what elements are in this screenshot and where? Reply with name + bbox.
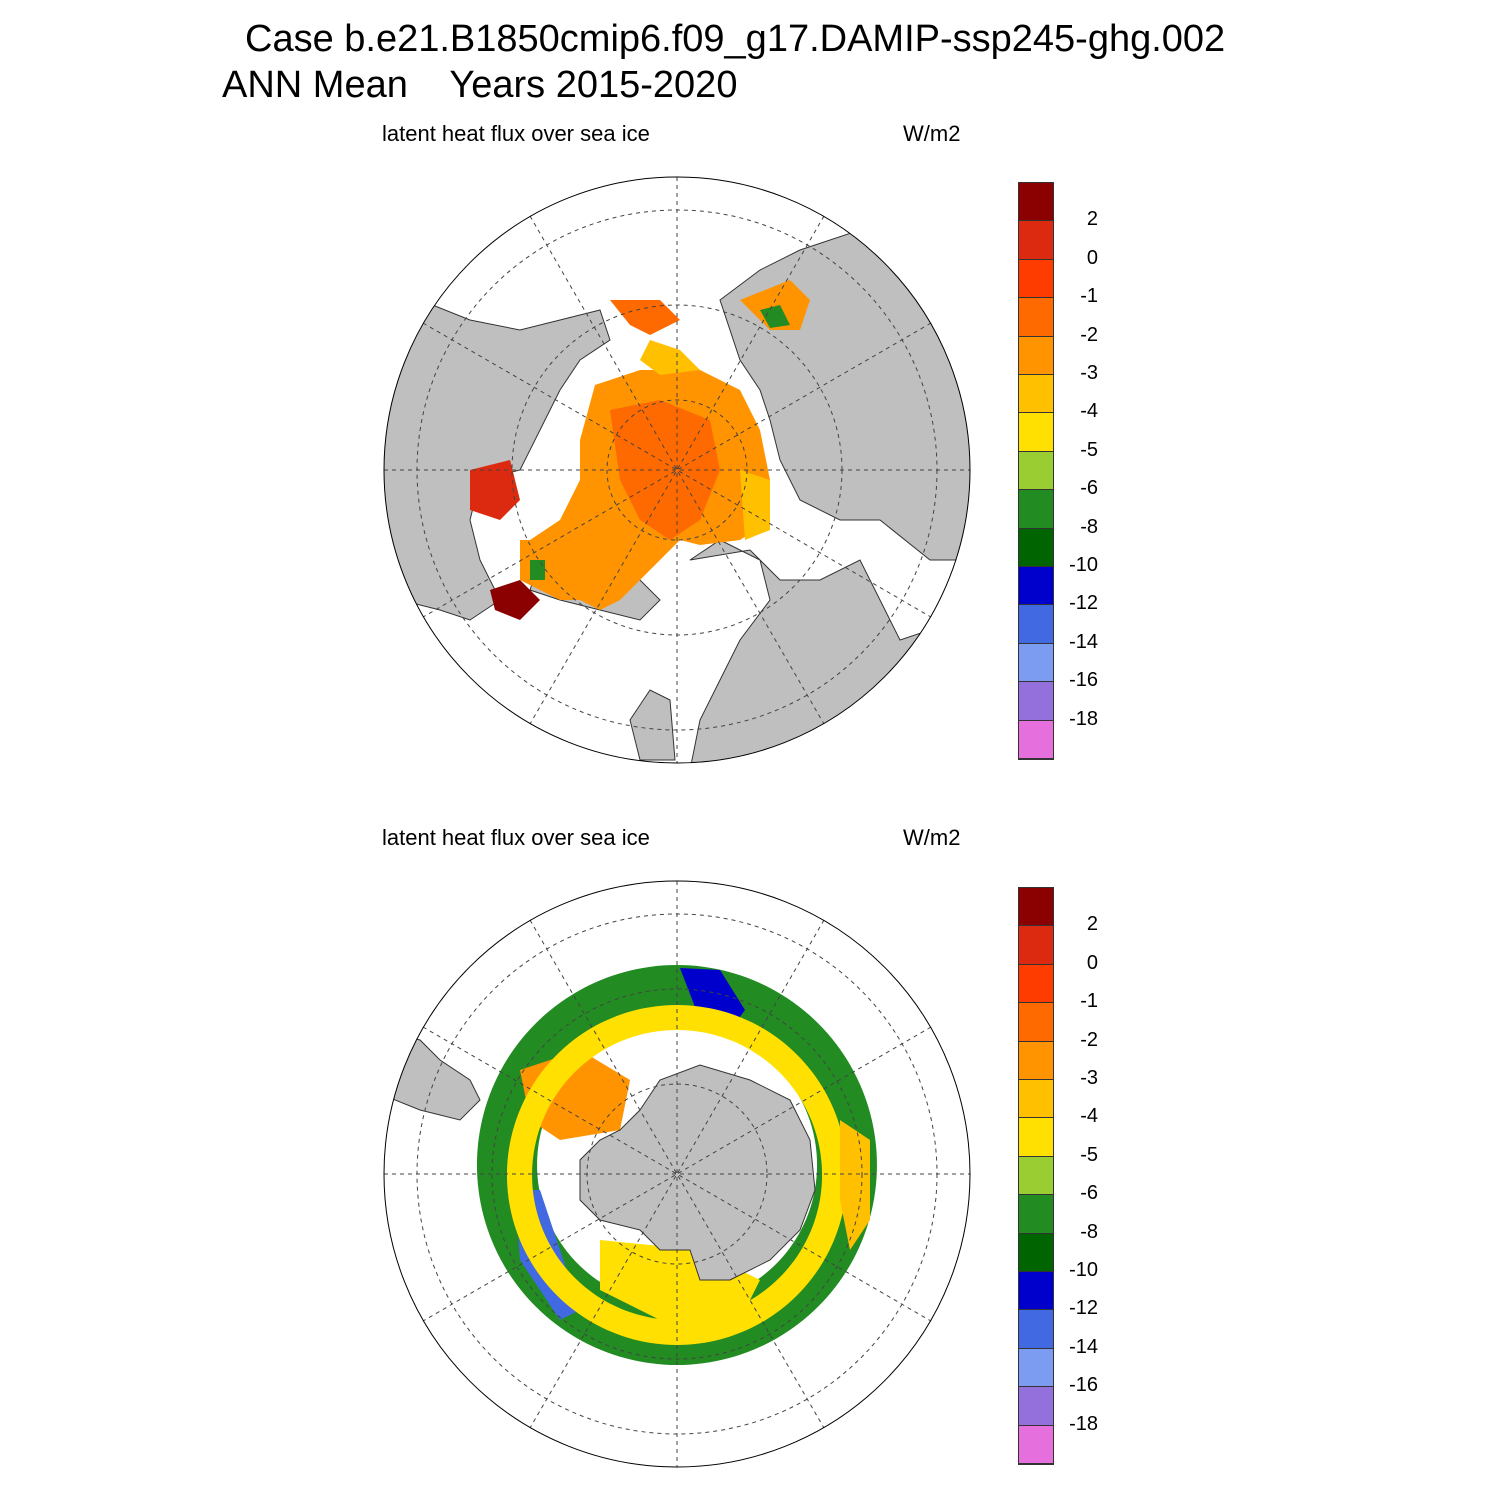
south-colorbar-swatch xyxy=(1019,964,1053,1004)
north-colorbar-swatch xyxy=(1019,183,1053,222)
south-panel-units-label: W/m2 xyxy=(903,825,961,850)
south-colorbar-tick-label: -18 xyxy=(1069,1412,1098,1435)
north-ice-rim xyxy=(640,340,700,375)
north-colorbar-tick-label: -12 xyxy=(1069,592,1098,615)
north-colorbar-tick-label: -1 xyxy=(1080,285,1098,308)
south-colorbar-tick-label: -5 xyxy=(1080,1143,1098,1166)
north-colorbar-swatch xyxy=(1019,221,1053,260)
south-colorbar-tick-label: 0 xyxy=(1086,951,1098,974)
north-polar-map xyxy=(383,176,971,764)
north-colorbar-tick-label: 2 xyxy=(1086,208,1098,231)
north-colorbar-swatch xyxy=(1019,451,1053,491)
north-colorbar-tick-label: -6 xyxy=(1080,477,1098,500)
north-map-border xyxy=(383,176,971,764)
south-colorbar-swatch xyxy=(1019,1080,1053,1119)
south-colorbar-swatch xyxy=(1019,1233,1053,1272)
south-colorbar-tick-label: 2 xyxy=(1086,913,1098,936)
south-colorbar-swatch xyxy=(1019,888,1053,927)
north-colorbar-tick-label: -16 xyxy=(1069,669,1098,692)
north-colorbar-swatch xyxy=(1019,490,1053,529)
north-colorbar-tick-label: -8 xyxy=(1080,515,1098,538)
south-colorbar-tick-label: -10 xyxy=(1069,1259,1098,1281)
north-colorbar-tick-label: 0 xyxy=(1086,246,1098,269)
north-colorbar-swatch xyxy=(1019,259,1053,299)
north-graticule xyxy=(384,177,970,763)
south-colorbar-swatch xyxy=(1019,1310,1053,1349)
south-colorbar-swatch xyxy=(1019,1118,1053,1157)
south-colorbar-swatch xyxy=(1019,1156,1053,1196)
south-colorbar-tick-label: -4 xyxy=(1080,1105,1098,1128)
north-colorbar-tick-label: -10 xyxy=(1069,554,1098,576)
north-colorbar: -18 -16 -14 -12 -10 -8 -6 -5 -4 -3 -2 -1 0 2 xyxy=(1018,182,1098,760)
north-colorbar-tick-label: -18 xyxy=(1069,707,1098,730)
south-ice-east-yellow xyxy=(840,1120,870,1250)
south-colorbar-swatch xyxy=(1019,1348,1053,1388)
north-colorbar-tick-label: -4 xyxy=(1080,400,1098,423)
north-colorbar-tick-label: -14 xyxy=(1069,630,1098,653)
south-colorbar-tick-label: -16 xyxy=(1069,1374,1098,1397)
north-colorbar-swatch xyxy=(1019,298,1053,337)
north-colorbar-swatch xyxy=(1019,336,1053,375)
south-colorbar-tick-label: -8 xyxy=(1080,1220,1098,1243)
south-colorbar-swatch xyxy=(1019,1425,1053,1464)
north-colorbar-swatch xyxy=(1019,720,1053,759)
north-colorbar-tick-label: -5 xyxy=(1080,438,1098,461)
south-colorbar-swatch xyxy=(1019,1195,1053,1234)
north-colorbar-tick-label: -3 xyxy=(1080,362,1098,384)
north-colorbar-swatch xyxy=(1019,605,1053,644)
north-panel-left-label: latent heat flux over sea ice xyxy=(382,121,650,146)
north-ice-yellow-edge xyxy=(740,470,770,540)
north-ice-hudson xyxy=(470,460,520,520)
north-colorbar-swatch xyxy=(1019,682,1053,721)
south-panel-left-label: latent heat flux over sea ice xyxy=(382,825,650,850)
south-colorbar-tick-label: -14 xyxy=(1069,1335,1098,1358)
south-colorbar-tick-label: -12 xyxy=(1069,1297,1098,1320)
north-colorbar-swatch xyxy=(1019,413,1053,452)
south-polar-map xyxy=(383,880,971,1468)
north-colorbar-swatch xyxy=(1019,567,1053,606)
north-ice-okhotsk xyxy=(740,280,810,330)
south-colorbar-swatch xyxy=(1019,1272,1053,1311)
north-ice-bering xyxy=(610,300,680,335)
south-colorbar-swatch xyxy=(1019,1003,1053,1042)
north-colorbar-tick-label: -2 xyxy=(1080,323,1098,346)
south-colorbar-tick-label: -1 xyxy=(1080,990,1098,1013)
figure-title-case: Case b.e21.B1850cmip6.f09_g17.DAMIP-ssp2… xyxy=(245,18,1226,60)
south-colorbar: -18 -16 -14 -12 -10 -8 -6 -5 -4 -3 -2 -1 0 2 xyxy=(1018,887,1098,1465)
north-ice-green-patch xyxy=(530,560,545,580)
north-colorbar-swatch xyxy=(1019,528,1053,567)
south-colorbar-tick-label: -6 xyxy=(1080,1182,1098,1205)
antarctica xyxy=(579,1064,816,1281)
south-colorbar-tick-label: -3 xyxy=(1080,1067,1098,1089)
south-map-border xyxy=(383,880,971,1468)
south-graticule xyxy=(384,881,970,1467)
north-panel-units-label: W/m2 xyxy=(903,121,961,146)
south-colorbar-tick-label: -2 xyxy=(1080,1028,1098,1051)
north-colorbar-swatch xyxy=(1019,375,1053,414)
north-colorbar-swatch xyxy=(1019,643,1053,683)
south-colorbar-swatch xyxy=(1019,926,1053,965)
south-colorbar-swatch xyxy=(1019,1041,1053,1080)
south-colorbar-swatch xyxy=(1019,1387,1053,1426)
north-ice-labrador xyxy=(490,580,540,620)
north-ice-okhotsk-green xyxy=(760,305,790,328)
south-sea-ice-field xyxy=(476,965,877,1365)
figure-title-period: ANN Mean Years 2015-2020 xyxy=(222,64,738,106)
